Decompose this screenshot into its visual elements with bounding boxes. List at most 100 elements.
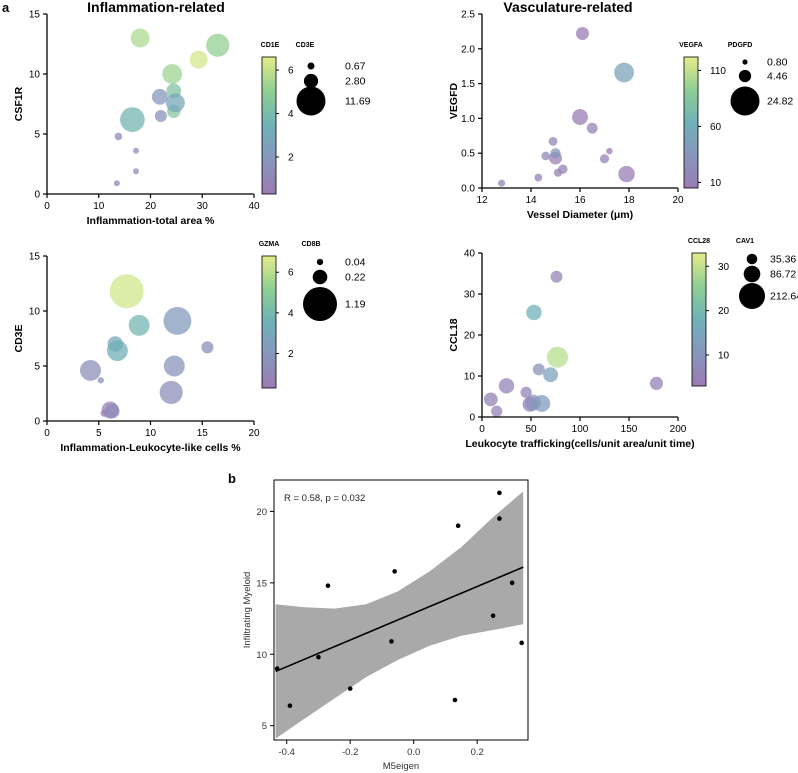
p3-bubble-6 <box>106 340 128 362</box>
p3-colorbar-title: GZMA <box>259 241 280 248</box>
p1-size-legend-title: CD3E <box>296 42 315 49</box>
p4-colorbar-tick-label: 30 <box>718 262 730 273</box>
p3-x-tick-label: 20 <box>248 428 260 439</box>
p4-size-legend-label: 86.72 <box>770 269 796 281</box>
p2-colorbar-title: VEGFA <box>679 42 703 49</box>
p3-bubble-1 <box>97 377 104 384</box>
p1-bubble-0 <box>113 180 120 187</box>
p1-y-tick-label: 5 <box>34 130 40 141</box>
p4-y-tick-label: 30 <box>464 290 476 301</box>
p2-bubble-14 <box>618 165 635 183</box>
panel-b-label: b <box>228 471 236 486</box>
p1-y-tick-label: 15 <box>29 10 41 21</box>
p2-size-legend-marker <box>730 86 760 116</box>
p1-x-tick-label: 0 <box>44 201 50 212</box>
p1-size-legend-label: 11.69 <box>345 96 371 108</box>
p1-bubble-11 <box>165 93 185 113</box>
p1-bubble-8 <box>162 64 183 84</box>
p3-bubble-0 <box>80 359 101 381</box>
p5-regression-line <box>275 566 524 673</box>
p3-bubble-7 <box>109 274 144 309</box>
p5-point-5 <box>389 639 394 644</box>
p4-x-tick-label: 50 <box>525 424 537 435</box>
p1-colorbar-title: CD1E <box>261 42 280 49</box>
p3-x-tick-label: 15 <box>197 428 209 439</box>
p3-size-legend-title: CD8B <box>301 241 320 248</box>
chart-leukocyte-like-cells: 0 5 10 15 20 0 5 10 15 Inflammation-Leukocyte-lik… <box>13 241 366 454</box>
p1-bubble-5 <box>130 28 150 48</box>
p2-x-tick-label: 12 <box>476 195 488 206</box>
p3-bubble-4 <box>104 403 120 419</box>
p4-size-legend-marker <box>743 265 761 283</box>
p1-y-tick-label: 10 <box>29 70 41 81</box>
p2-bubble-8 <box>572 109 588 125</box>
p1-size-legend-marker <box>303 73 319 89</box>
p5-x-tick-label: -0.4 <box>279 747 295 758</box>
section-left-title: Inflammation-related <box>87 0 225 15</box>
p2-bubble-10 <box>586 122 598 134</box>
p3-colorbar-tick-label: 6 <box>288 268 294 279</box>
p2-x-tick-label: 14 <box>525 195 537 206</box>
p3-size-legend-label: 0.04 <box>345 257 366 269</box>
p2-y-tick-label: 2.0 <box>461 44 475 55</box>
p2-y-tick-label: 0.0 <box>461 184 475 195</box>
p3-bubble-12 <box>201 341 214 354</box>
p2-bubble-0 <box>498 179 506 187</box>
p1-colorbar-tick-label: 4 <box>288 109 294 120</box>
p2-size-legend-title: PDGFD <box>728 42 753 49</box>
section-right-title: Vasculature-related <box>503 0 632 15</box>
p1-size-legend-marker <box>307 62 315 70</box>
p4-size-legend-label: 35.36 <box>770 254 796 266</box>
p4-y-tick-label: 10 <box>464 372 476 383</box>
p2-y-tick-label: 1.0 <box>461 114 475 125</box>
p2-y-axis-title: VEGFD <box>448 82 460 119</box>
p2-colorbar <box>683 56 699 189</box>
p2-x-tick-label: 20 <box>672 195 684 206</box>
p1-y-tick-label: 0 <box>34 190 40 201</box>
p1-bubble-3 <box>133 168 140 175</box>
p5-point-7 <box>452 697 458 703</box>
p3-y-tick-label: 5 <box>34 362 40 373</box>
p4-bubble-7 <box>532 363 545 376</box>
p4-size-legend-marker <box>746 253 758 265</box>
p2-size-legend-marker <box>738 69 752 83</box>
p4-y-tick-label: 0 <box>469 413 475 424</box>
p5-y-tick-label: 10 <box>256 650 267 661</box>
p5-y-axis-title: Infiltrating Myeloid <box>242 572 253 649</box>
p3-bubble-8 <box>128 314 150 336</box>
p4-size-legend-label: 212.64 <box>770 291 798 303</box>
p2-y-tick-label: 0.5 <box>461 149 475 160</box>
p3-bubble-10 <box>163 355 185 377</box>
p4-bubble-11 <box>546 346 569 368</box>
p4-y-tick-label: 20 <box>464 331 476 342</box>
p2-colorbar-tick-label: 110 <box>710 66 726 77</box>
p1-x-tick-label: 20 <box>145 201 157 212</box>
p2-bubble-9 <box>575 26 589 40</box>
p5-x-tick-label: 0.0 <box>407 747 420 758</box>
p1-size-legend-label: 2.80 <box>345 76 366 88</box>
p3-colorbar-tick-label: 4 <box>288 308 294 319</box>
p1-bubble-1 <box>114 132 123 141</box>
p1-bubble-12 <box>189 50 208 69</box>
p4-x-tick-label: 150 <box>621 424 638 435</box>
p4-y-tick-label: 40 <box>464 249 476 260</box>
p1-bubble-6 <box>151 88 168 105</box>
p3-bubble-11 <box>163 306 192 335</box>
p2-bubble-3 <box>548 136 558 146</box>
p5-point-1 <box>287 703 293 709</box>
p5-point-11 <box>497 490 502 496</box>
p4-size-legend-marker <box>739 283 765 309</box>
p3-size-legend-marker <box>316 258 324 266</box>
p4-x-axis-title: Leukocyte trafficking(cells/unit area/un… <box>465 438 694 450</box>
p2-bubble-11 <box>599 154 610 164</box>
p2-x-tick-label: 18 <box>623 195 635 206</box>
p3-colorbar <box>261 255 277 389</box>
p5-y-tick-label: 15 <box>256 578 267 589</box>
p5-plot-frame <box>273 479 529 741</box>
p3-y-tick-label: 0 <box>34 417 40 428</box>
p1-bubble-4 <box>120 107 145 132</box>
p1-bubble-13 <box>206 33 230 57</box>
chart-infiltrating-myeloid: -0.4 -0.2 0.0 0.2 5 10 15 20 M5eigen Infiltrating… <box>242 479 529 772</box>
p2-x-tick-label: 16 <box>574 195 586 206</box>
p4-colorbar <box>691 252 707 387</box>
